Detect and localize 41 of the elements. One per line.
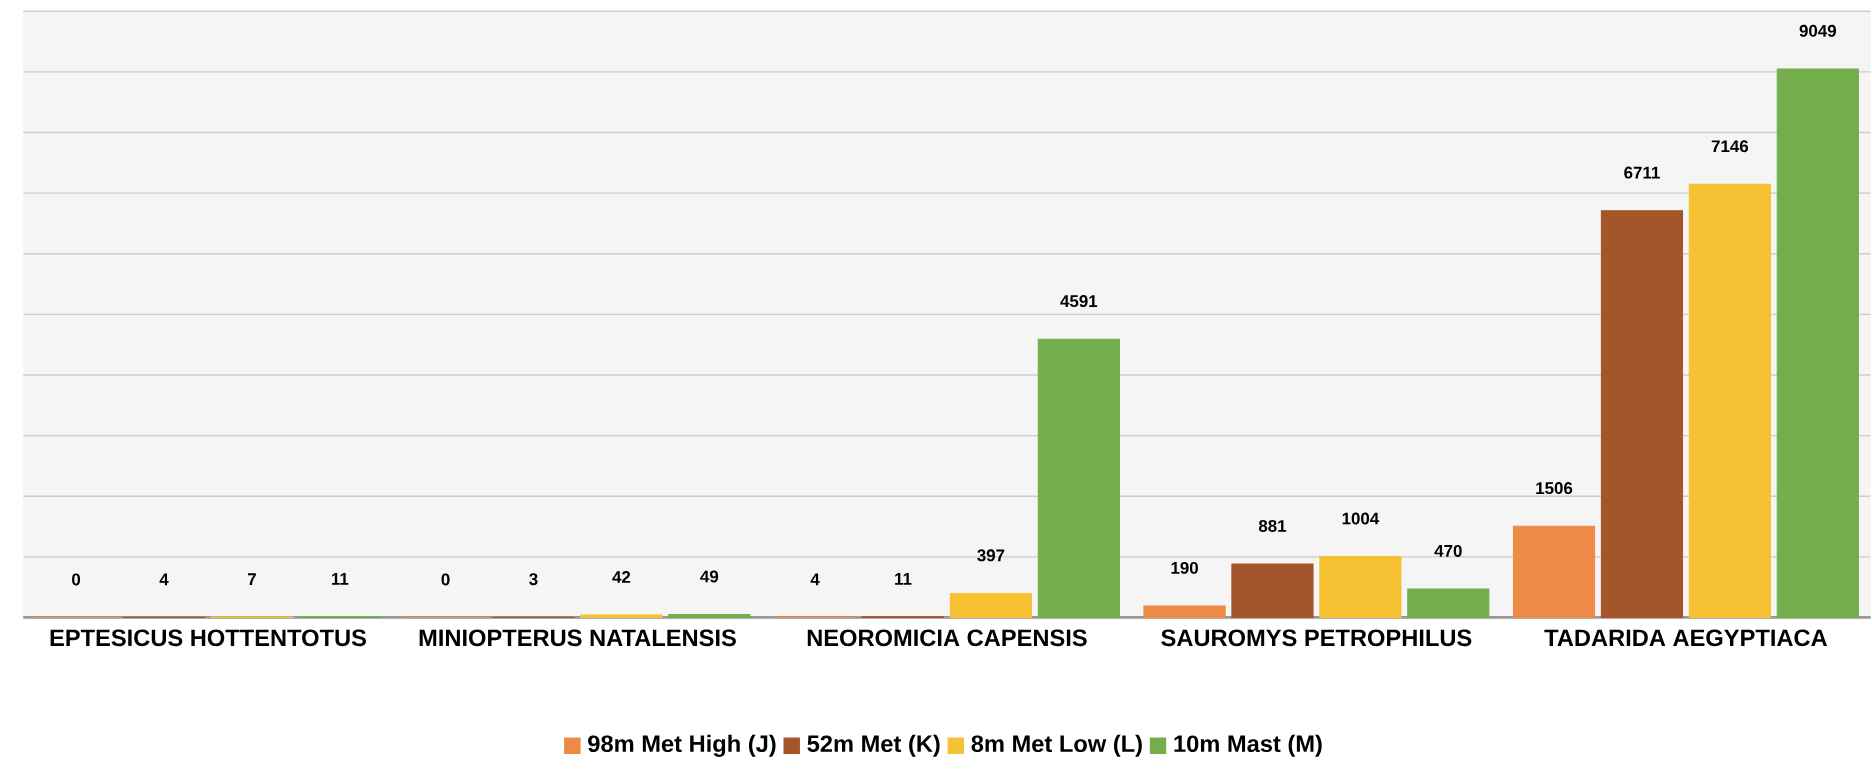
legend-label: 10m Mast (M): [1174, 734, 1322, 757]
bar: [1319, 555, 1402, 618]
x-tick-label: TADARIDA AEGYPTIACA: [1544, 629, 1828, 646]
data-label: 9049: [1799, 24, 1836, 37]
bar: [1143, 605, 1226, 618]
data-label: 49: [700, 570, 719, 583]
data-label: 470: [1434, 544, 1462, 557]
bar: [1600, 209, 1684, 618]
bar: [1037, 338, 1120, 618]
data-label: 6711: [1624, 166, 1660, 179]
data-label: 3: [529, 572, 538, 585]
data-label: 190: [1171, 561, 1198, 574]
legend-label: 98m Met High (J): [588, 734, 776, 757]
x-tick-label: EPTESICUS HOTTENTOTUS: [50, 629, 366, 646]
data-label: 1004: [1342, 512, 1380, 525]
data-label: 7146: [1711, 139, 1749, 152]
legend-label: 8m Met Low (L): [971, 734, 1142, 757]
data-label: 397: [977, 549, 1005, 562]
bar: [1231, 563, 1314, 618]
data-label: 42: [612, 570, 631, 583]
data-label: 11: [895, 572, 912, 585]
bar: [1776, 68, 1859, 618]
legend-label: 52m Met (K): [807, 734, 940, 757]
bar: [1688, 183, 1771, 618]
data-label: 881: [1258, 519, 1287, 532]
x-tick-label: SAUROMYS PETROPHILUS: [1161, 629, 1472, 646]
bar: [580, 614, 663, 618]
data-label: 7: [247, 573, 256, 585]
x-tick-label: MINIOPTERUS NATALENSIS: [419, 629, 736, 646]
data-label: 11: [331, 572, 349, 585]
data-label: 0: [72, 573, 81, 586]
bar: [668, 613, 751, 618]
bar: [949, 592, 1032, 618]
data-label: 4591: [1060, 294, 1098, 307]
data-label: 4: [159, 573, 169, 585]
x-tick-label: NEOROMICIA CAPENSIS: [807, 629, 1087, 646]
bar: [1512, 525, 1596, 618]
data-label: 4: [810, 573, 820, 585]
data-label: 1506: [1536, 481, 1573, 494]
data-label: 0: [441, 573, 450, 586]
bar: [1407, 588, 1490, 618]
